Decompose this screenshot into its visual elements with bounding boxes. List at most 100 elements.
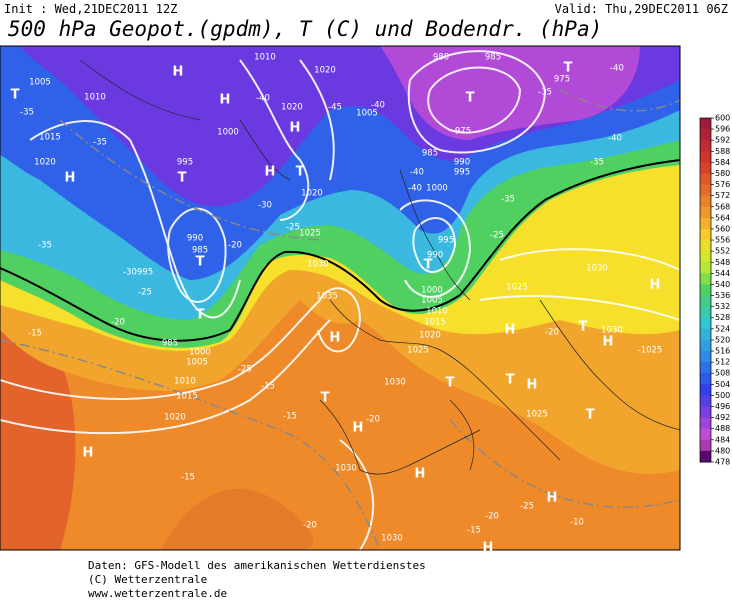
colorbar-cell (700, 228, 711, 241)
coastlines (79, 59, 680, 475)
footer-source: Daten: GFS-Modell des amerikanischen Wet… (88, 559, 426, 572)
colorbar-cell (700, 162, 711, 174)
isotherm-label: -35 (38, 241, 52, 251)
isobar-label: 1020 (419, 331, 441, 341)
isotherm-label: -40 (408, 184, 422, 194)
colorbar-label: 540 (715, 280, 730, 289)
colorbar-label: 508 (715, 369, 730, 378)
colorbar-cell (700, 151, 711, 163)
isobar-label: 1025 (299, 229, 321, 239)
contour-552 (0, 159, 680, 342)
pressure-center: H (415, 467, 426, 482)
colorbar-label: 488 (715, 424, 730, 433)
isotherm-label: -35 (20, 108, 34, 118)
colorbar-cell (700, 328, 711, 341)
isotherm-label: -15 (467, 526, 481, 536)
colorbar-cell (700, 184, 711, 197)
colorbar-label: 532 (715, 302, 730, 311)
isotherm-label: -30 (258, 201, 272, 211)
colorbar-label: 568 (715, 202, 730, 211)
colorbar-cell (700, 173, 711, 186)
isobar-label: -1025 (638, 346, 663, 356)
isobar-label: 1015 (424, 318, 446, 328)
colorbar-label: 492 (715, 413, 730, 422)
pressure-center: H (547, 491, 558, 506)
pressure-center: H (290, 121, 301, 136)
init-time: Init : Wed,21DEC2011 12Z (4, 2, 177, 16)
colorbar-cell (700, 240, 711, 252)
pressure-center: H (483, 541, 494, 556)
colorbar-cell (700, 140, 711, 152)
isotherm-label: -30 (123, 268, 137, 278)
colorbar-cell (700, 129, 711, 141)
isobar-label: 1020 (164, 413, 186, 423)
colorbar-cell (700, 251, 711, 263)
isotherms (0, 89, 680, 550)
isobar-label: 995 (438, 236, 454, 246)
colorbar-label: 520 (715, 335, 730, 344)
isobar-label: 1020 (301, 189, 323, 199)
isobar-label: 990 (427, 251, 443, 261)
orange-dark (160, 488, 314, 550)
colorbar-cell (700, 351, 711, 363)
colorbar-cell (700, 118, 711, 130)
isobar-label: 1025 (506, 283, 528, 293)
isotherm-label: -25 (520, 502, 534, 512)
colorbar-label: 564 (715, 213, 730, 222)
isotherm-label: -15 (28, 329, 42, 339)
isotherm-label: -15 (261, 382, 275, 392)
isotherm-label: -20 (545, 328, 559, 338)
colorbar-label: 556 (715, 236, 730, 245)
isotherm-label: -35 (538, 88, 552, 98)
pressure-center: T (196, 308, 205, 323)
colorbar-label: 484 (715, 435, 730, 444)
isobar-label: 1035 (316, 292, 338, 302)
colorbar-cell (700, 428, 711, 441)
isotherm-label: -35 (590, 158, 604, 168)
isotherm-label: -20 (111, 318, 125, 328)
valid-time: Valid: Thu,29DEC2011 06Z (555, 2, 728, 16)
colorbar-label: 572 (715, 191, 730, 200)
colorbar-cell (700, 395, 711, 408)
isobar-label: 1025 (526, 410, 548, 420)
isobar-label: 1020 (34, 158, 56, 168)
isotherm-label: -40 (371, 101, 385, 111)
colorbar-cell (700, 439, 711, 452)
isotherm-label: -45 (328, 103, 342, 113)
isobar-label: 1015 (39, 133, 61, 143)
colorbar-label: 512 (715, 358, 730, 367)
isobar-label: 1000 (217, 128, 239, 138)
pressure-center: H (220, 93, 231, 108)
pressure-center: H (265, 165, 276, 180)
isotherm-label: -35 (501, 195, 515, 205)
pressure-center: H (330, 331, 341, 346)
isotherm-label: -40 (256, 94, 270, 104)
isotherm-label: -40 (410, 168, 424, 178)
magenta-zone (380, 46, 640, 140)
isotherm-label: -25 (286, 223, 300, 233)
colorbar-cell (700, 295, 711, 308)
pressure-center: T (321, 391, 330, 406)
pressure-center: T (296, 165, 305, 180)
isobar-label: 1030 (384, 378, 406, 388)
isotherm-label: -25 (238, 365, 252, 375)
isobar-label: 1000 (426, 184, 448, 194)
colorbar-cell (700, 384, 711, 396)
isotherm-label: -15 (181, 473, 195, 483)
colorbar-label: 584 (715, 158, 730, 167)
isobar-label: 985 (485, 53, 501, 63)
isobar-label: 1030 (307, 260, 329, 270)
colorbar-label: 516 (715, 347, 730, 356)
colorbar-label: 552 (715, 247, 730, 256)
isobar-label: 1030 (586, 264, 608, 274)
pressure-center: T (178, 171, 187, 186)
pressure-center: T (466, 91, 475, 106)
isotherm-label: -40 (608, 134, 622, 144)
isobar-label: 1030 (335, 464, 357, 474)
isobar-label: 1030 (381, 534, 403, 544)
pressure-center: T (586, 408, 595, 423)
